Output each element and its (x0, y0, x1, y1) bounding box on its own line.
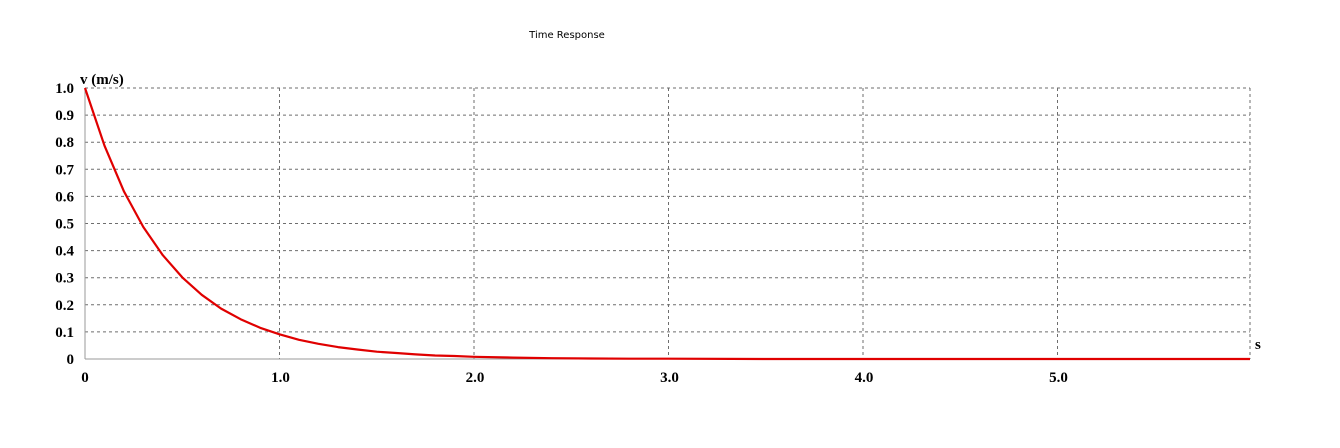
y-tick-label: 0.8 (55, 135, 74, 151)
y-tick-label: 0 (67, 352, 75, 368)
grid (85, 87, 1251, 359)
y-tick-label: 0.6 (55, 189, 74, 205)
tick-labels: 0 0.1 0.2 0.3 0.4 0.5 0.6 0.7 0.8 0.9 1.0 0 1.0 2.0 3.… (55, 81, 1068, 386)
y-axis-label: v (m/s) (80, 72, 124, 88)
x-tick-label: 0 (81, 370, 89, 386)
y-tick-label: 0.9 (55, 108, 74, 124)
x-tick-label: 3.0 (660, 370, 679, 386)
y-tick-label: 1.0 (55, 81, 74, 97)
x-tick-label: 2.0 (466, 370, 485, 386)
y-tick-label: 0.4 (55, 244, 74, 260)
y-tick-label: 0.2 (55, 298, 74, 314)
x-axis-label: s (1255, 337, 1261, 353)
chart-title: Time Response (528, 30, 605, 41)
series-line (83, 87, 1250, 361)
y-tick-label: 0.7 (55, 162, 74, 178)
series-layer (83, 87, 1251, 361)
x-tick-label: 4.0 (855, 370, 874, 386)
y-tick-label: 0.3 (55, 271, 74, 287)
y-tick-label: 0.5 (55, 217, 74, 233)
x-tick-label: 5.0 (1049, 370, 1068, 386)
x-tick-label: 1.0 (271, 370, 290, 386)
y-tick-label: 0.1 (55, 325, 74, 341)
